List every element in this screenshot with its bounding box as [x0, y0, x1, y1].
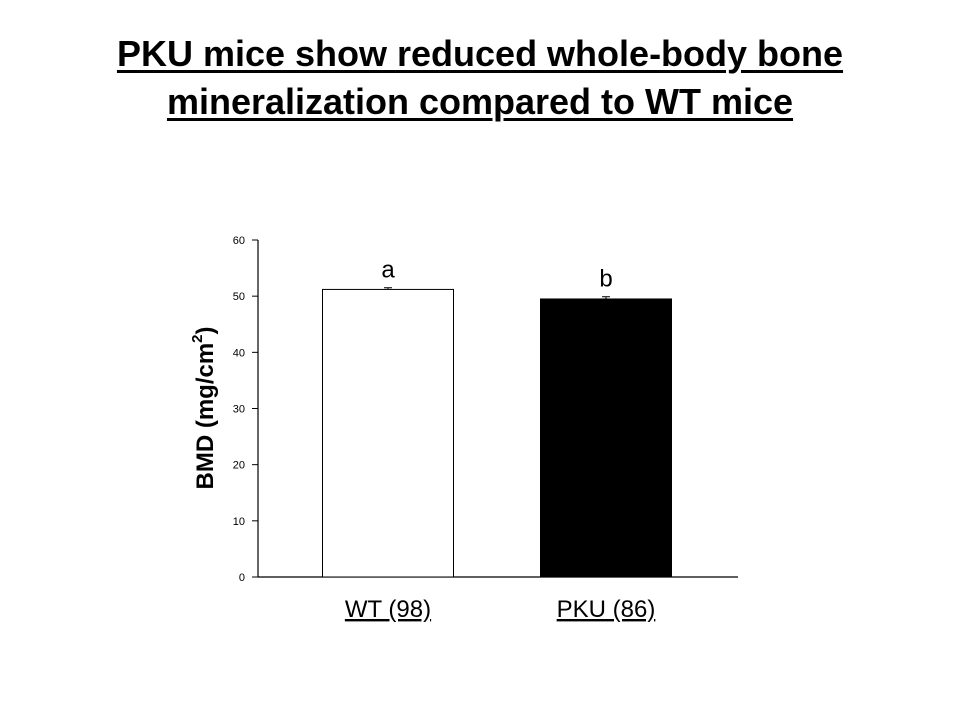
- significance-label-1: b: [599, 266, 612, 293]
- y-tick-label: 20: [233, 460, 245, 472]
- y-axis-label: BMD (mg/cm2): [189, 326, 219, 489]
- x-labels: WT (98) PKU (86): [345, 596, 655, 623]
- bar-1: [540, 298, 672, 578]
- slide-title-line-1: PKU mice show reduced whole-body bone: [116, 33, 844, 74]
- y-axis-label-close: ): [192, 326, 219, 334]
- x-tick-label-1: PKU (86): [557, 596, 656, 623]
- y-tick-label: 40: [233, 347, 245, 359]
- significance-label-0: a: [381, 257, 395, 284]
- y-ticks: 0 10 20 30 40 50 60: [233, 235, 258, 584]
- y-axis-label-superscript: 2: [189, 334, 206, 342]
- y-tick-label: 50: [233, 291, 245, 303]
- bar-0: [322, 288, 454, 578]
- slide-title-line-2: mineralization compared to WT mice: [166, 81, 794, 122]
- y-tick-label: 10: [233, 516, 245, 528]
- y-tick-label: 30: [233, 404, 245, 416]
- slide-title: PKU mice show reduced whole-body bone mi…: [0, 30, 960, 126]
- y-tick-label: 0: [239, 572, 245, 584]
- y-tick-label: 60: [233, 235, 245, 247]
- x-tick-label-0: WT (98): [345, 596, 431, 623]
- y-axis-label-main: BMD (mg/cm: [192, 343, 219, 490]
